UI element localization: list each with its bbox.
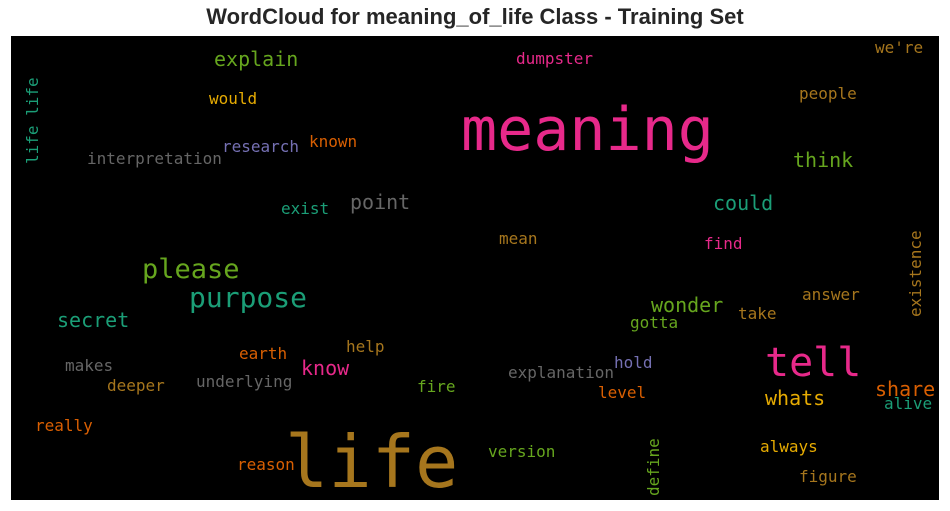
word-wonder: wonder <box>651 293 724 317</box>
word-define: define <box>644 438 663 496</box>
word-life: life <box>285 420 459 500</box>
word-explanation: explanation <box>508 363 614 382</box>
word-life-life: life life <box>23 77 42 164</box>
word-mean: mean <box>499 229 538 248</box>
word-earth: earth <box>239 344 288 363</box>
word-interpretation: interpretation <box>87 149 222 168</box>
word-always: always <box>760 437 818 456</box>
word-explain: explain <box>214 47 299 71</box>
word-really: really <box>35 416 93 435</box>
word-answer: answer <box>802 285 860 304</box>
word-known: known <box>309 132 358 151</box>
word-makes: makes <box>65 356 114 375</box>
word-secret: secret <box>57 308 130 332</box>
word-purpose: purpose <box>189 281 308 314</box>
word-people: people <box>799 84 857 103</box>
word-point: point <box>350 190 411 214</box>
word-existence: existence <box>906 230 925 317</box>
word-meaning: meaning <box>461 95 714 165</box>
word-cloud: meaning life tell purpose please secret … <box>11 36 939 500</box>
word-underlying: underlying <box>196 372 293 391</box>
word-could: could <box>713 191 774 215</box>
word-research: research <box>222 137 300 156</box>
word-whats: whats <box>765 386 826 410</box>
word-find: find <box>704 234 743 253</box>
word-reason: reason <box>237 455 295 474</box>
word-know: know <box>301 356 350 380</box>
word-share: share <box>875 377 936 401</box>
word-think: think <box>793 148 854 172</box>
word-level: level <box>598 383 647 402</box>
word-please: please <box>142 254 240 285</box>
word-take: take <box>738 304 777 323</box>
word-fire: fire <box>417 377 456 396</box>
word-exist: exist <box>281 199 330 218</box>
chart-title: WordCloud for meaning_of_life Class - Tr… <box>206 4 744 29</box>
word-alive: alive <box>884 394 933 413</box>
word-gotta: gotta <box>630 313 679 332</box>
word-version: version <box>488 442 556 461</box>
word-deeper: deeper <box>107 376 165 395</box>
word-were: we're <box>875 38 924 57</box>
word-hold: hold <box>614 353 653 372</box>
word-would: would <box>209 89 258 108</box>
word-tell: tell <box>765 340 862 386</box>
word-help: help <box>346 337 385 356</box>
word-figure: figure <box>799 467 857 486</box>
word-dumpster: dumpster <box>516 49 594 68</box>
